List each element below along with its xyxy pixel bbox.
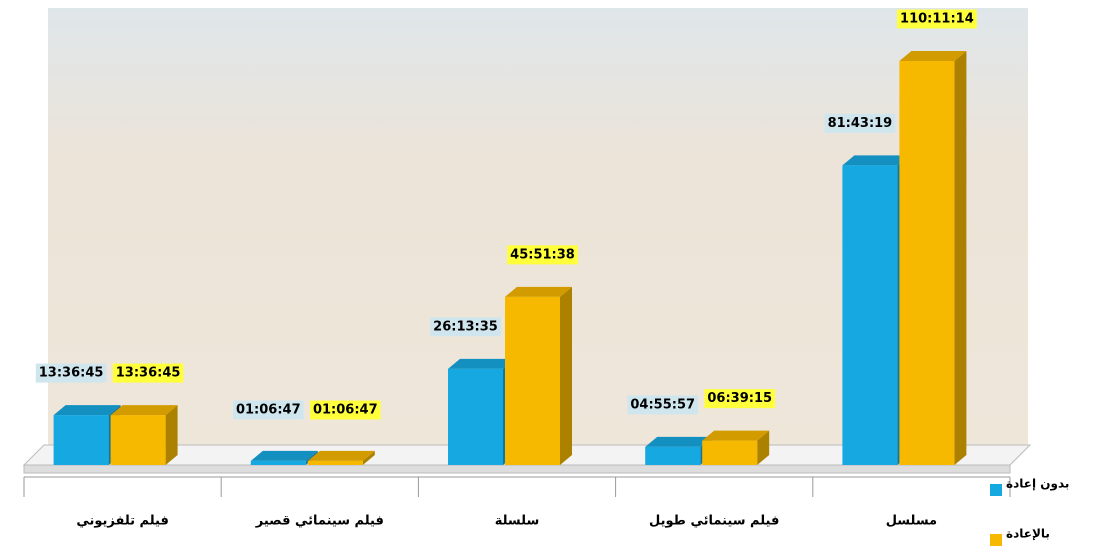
value-label: 04:55:57 (630, 397, 695, 412)
legend-swatch (990, 484, 1002, 496)
bar-side (954, 51, 966, 465)
value-label: 13:36:45 (39, 366, 104, 381)
bar (702, 441, 757, 465)
value-label: 06:39:15 (707, 391, 772, 406)
bar (111, 415, 166, 465)
bar-side (166, 405, 178, 465)
x-tick-label: فيلم سينمائي طويل (649, 514, 779, 529)
floor-edge (24, 465, 1010, 473)
x-tick-label: فيلم تلفزيوني (76, 514, 169, 529)
legend-swatch (990, 534, 1002, 546)
bar (505, 297, 560, 465)
bar (251, 461, 306, 465)
legend-label: بالإعادة (1006, 527, 1050, 541)
value-label: 01:06:47 (236, 403, 301, 418)
value-label: 13:36:45 (116, 366, 181, 381)
chart: فيلم تلفزيوني 13:36:45 13:36:45 فيلم سينمائ… (0, 0, 1102, 556)
bar (308, 461, 363, 465)
x-tick-label: فيلم سينمائي قصير (255, 514, 384, 529)
value-label: 110:11:14 (900, 11, 974, 26)
x-tick-label: مسلسل (886, 514, 937, 529)
bar (899, 61, 954, 465)
bar (645, 447, 700, 465)
bar-side (560, 287, 572, 465)
value-label: 81:43:19 (828, 116, 893, 131)
bar (842, 165, 897, 465)
value-label: 26:13:35 (433, 319, 498, 334)
bar (448, 369, 503, 465)
x-tick-label: سلسلة (495, 514, 540, 529)
value-label: 45:51:38 (510, 247, 575, 262)
bar (54, 415, 109, 465)
legend-label: بدون إعادة (1006, 477, 1069, 492)
value-label: 01:06:47 (313, 403, 378, 418)
